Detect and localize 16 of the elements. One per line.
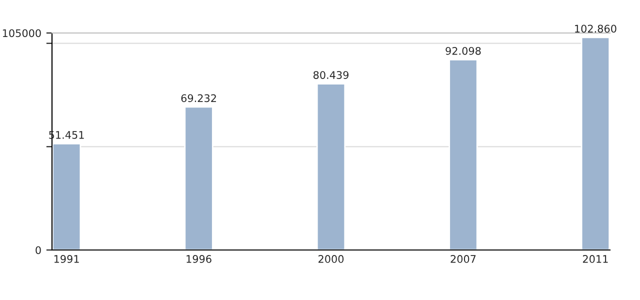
x-tick-label: 2000 [318, 255, 344, 263]
x-tick-label: 1991 [54, 255, 79, 263]
x-tick-label: 2011 [582, 255, 608, 263]
y-tick-label: 105000 [2, 29, 41, 38]
y-tick-label: 0 [36, 246, 41, 254]
x-tick-label: 1996 [186, 255, 212, 263]
bar [184, 106, 214, 250]
bar [316, 83, 346, 250]
data-label: 80.439 [313, 71, 348, 79]
bar [448, 58, 478, 250]
data-label: 69.232 [181, 94, 216, 102]
data-label: 92.098 [446, 46, 481, 55]
bar [52, 142, 82, 250]
bar [580, 36, 610, 250]
x-tick-label: 2007 [450, 255, 476, 263]
data-label: 102.860 [575, 24, 616, 33]
